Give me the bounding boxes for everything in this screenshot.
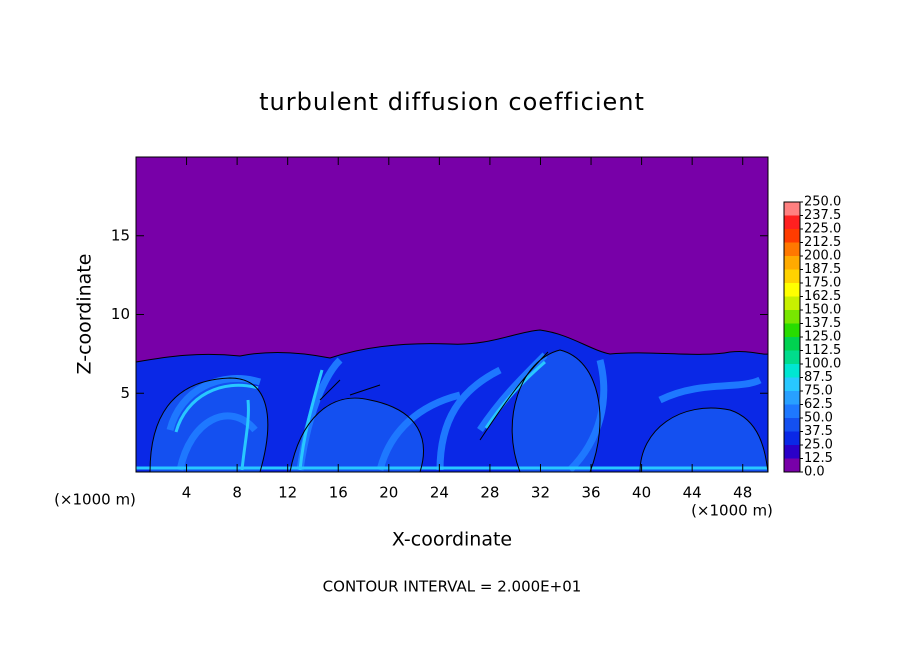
field bbox=[135, 157, 769, 473]
colorbar-band bbox=[784, 323, 800, 337]
y-tick-label: 5 bbox=[120, 384, 130, 402]
colorbar-label: 87.5 bbox=[804, 370, 833, 385]
colorbar-label: 212.5 bbox=[804, 235, 841, 250]
x-tick-label: 36 bbox=[581, 484, 600, 502]
colorbar-label: 50.0 bbox=[804, 411, 833, 426]
y-axis-label: Z-coordinate bbox=[74, 254, 96, 375]
y-tick-label: 10 bbox=[111, 305, 130, 323]
colorbar-band bbox=[784, 242, 800, 256]
colorbar-label: 150.0 bbox=[804, 303, 841, 318]
x-tick-label: 48 bbox=[733, 484, 752, 502]
x-tick-label: 20 bbox=[379, 484, 398, 502]
colorbar-band bbox=[784, 283, 800, 297]
x-unit-label: (×1000 m) bbox=[691, 502, 773, 520]
x-axis-label: X-coordinate bbox=[392, 529, 512, 551]
colorbar-label: 37.5 bbox=[804, 424, 833, 439]
colorbar-band bbox=[784, 229, 800, 243]
colorbar-band bbox=[784, 215, 800, 229]
x-tick-label: 40 bbox=[632, 484, 651, 502]
colorbar-label: 0.0 bbox=[804, 465, 825, 480]
field-region bbox=[136, 330, 768, 472]
colorbar-label: 25.0 bbox=[804, 438, 833, 453]
colorbar-band bbox=[784, 337, 800, 351]
x-tick-label: 32 bbox=[531, 484, 550, 502]
colorbar-band bbox=[784, 310, 800, 324]
colorbar-label: 100.0 bbox=[804, 357, 841, 372]
colorbar-label: 187.5 bbox=[804, 262, 841, 277]
colorbar-band bbox=[784, 202, 800, 216]
colorbar-label: 237.5 bbox=[804, 208, 841, 223]
x-tick-label: 4 bbox=[182, 484, 192, 502]
x-tick-label: 44 bbox=[683, 484, 702, 502]
colorbar-band bbox=[784, 269, 800, 283]
colorbar-label: 200.0 bbox=[804, 249, 841, 264]
colorbar-band bbox=[784, 404, 800, 418]
x-tick-label: 28 bbox=[480, 484, 499, 502]
colorbar-label: 12.5 bbox=[804, 451, 833, 466]
colorbar-band bbox=[784, 445, 800, 459]
colorbar-band bbox=[784, 418, 800, 432]
colorbar-label: 137.5 bbox=[804, 316, 841, 331]
colorbar-band bbox=[784, 350, 800, 364]
annotation: CONTOUR INTERVAL = 2.000E+01 bbox=[323, 578, 582, 596]
x-tick-label: 16 bbox=[329, 484, 348, 502]
colorbar-label: 125.0 bbox=[804, 330, 841, 345]
colorbar-band bbox=[784, 377, 800, 391]
colorbar-band bbox=[784, 296, 800, 310]
x-tick-label: 8 bbox=[232, 484, 242, 502]
colorbar-band bbox=[784, 458, 800, 472]
colorbar-label: 62.5 bbox=[804, 397, 833, 412]
contour-line bbox=[135, 329, 769, 473]
colorbar-label: 225.0 bbox=[804, 222, 841, 237]
colorbar-label: 175.0 bbox=[804, 276, 841, 291]
x-tick-label: 24 bbox=[430, 484, 449, 502]
colorbar-label: 162.5 bbox=[804, 289, 841, 304]
x-unit-label: (×1000 m) bbox=[54, 491, 136, 509]
colorbar-label: 112.5 bbox=[804, 343, 841, 358]
colorbar-label: 250.0 bbox=[804, 195, 841, 210]
colorbar-band bbox=[784, 364, 800, 378]
colorbar-band bbox=[784, 256, 800, 270]
colorbar-band bbox=[784, 391, 800, 405]
x-tick-label: 12 bbox=[278, 484, 297, 502]
colorbar-band bbox=[784, 431, 800, 445]
y-tick-label: 15 bbox=[111, 226, 130, 244]
colorbar-label: 75.0 bbox=[804, 384, 833, 399]
chart-title: turbulent diffusion coefficient bbox=[259, 88, 645, 116]
